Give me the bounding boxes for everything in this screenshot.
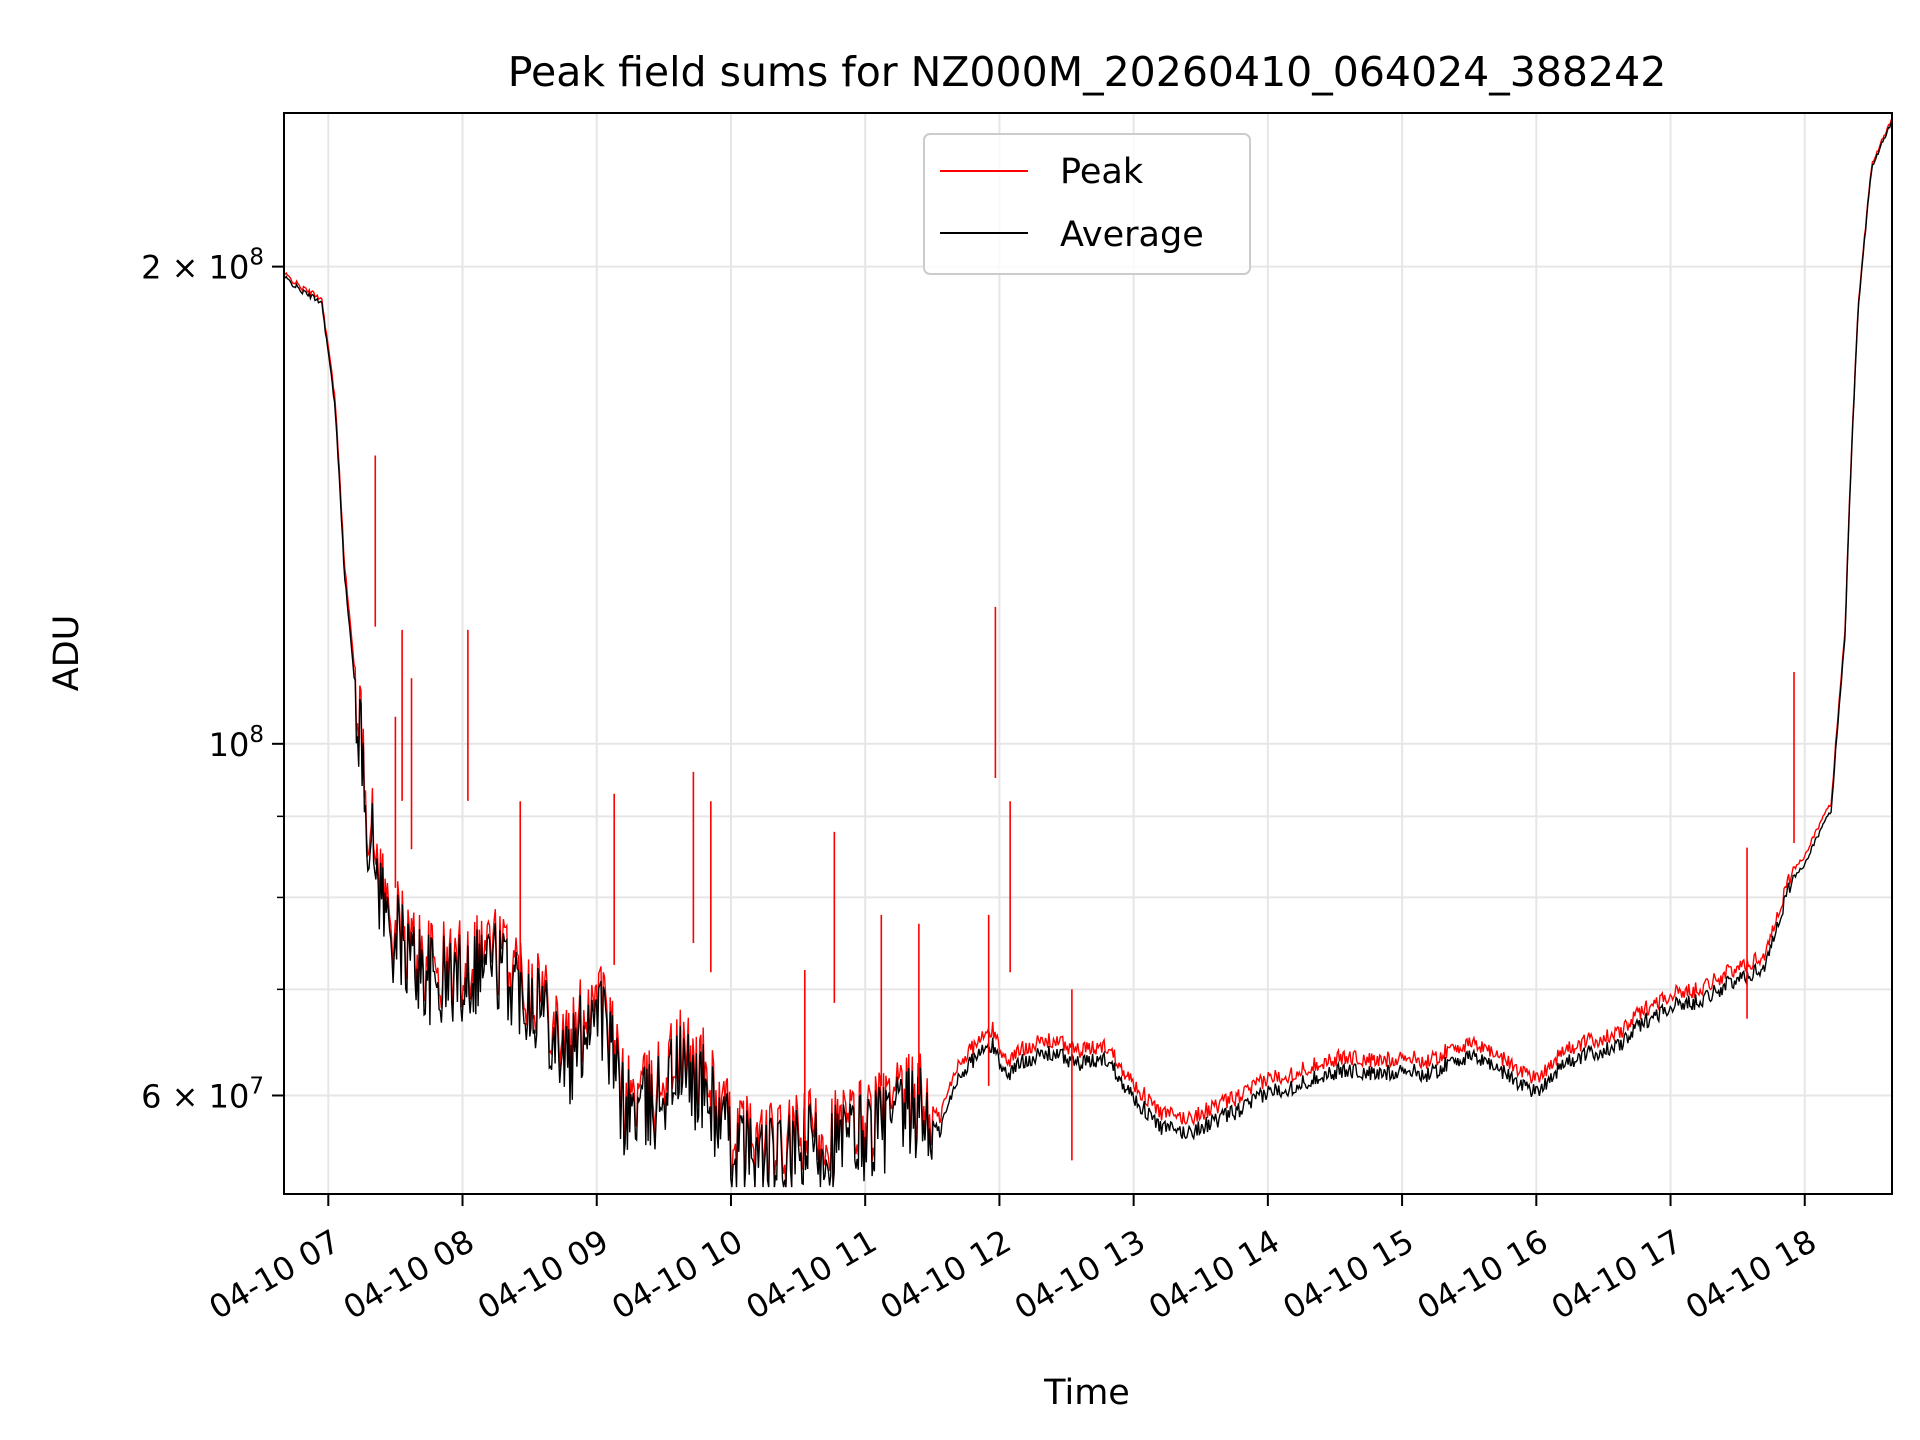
x-axis-label: Time (1043, 1373, 1130, 1413)
series-layer (283, 117, 1893, 1188)
legend-label-average: Average (1060, 215, 1204, 255)
chart-title: Peak field sums for NZ000M_20260410_0640… (508, 48, 1667, 96)
legend-label-peak: Peak (1060, 152, 1144, 192)
series-line-average (283, 120, 1893, 1188)
y-axis-label: ADU (47, 615, 87, 692)
y-tick-label: 6 × 107 (141, 1073, 264, 1115)
y-axis: 6 × 107 108 2 × 108 (141, 245, 284, 1115)
legend: Peak Average (923, 133, 1251, 275)
plot-frame (283, 112, 1893, 1195)
y-tick-label: 2 × 108 (141, 245, 264, 287)
legend-box (923, 133, 1251, 275)
y-tick-label: 108 (209, 722, 264, 764)
